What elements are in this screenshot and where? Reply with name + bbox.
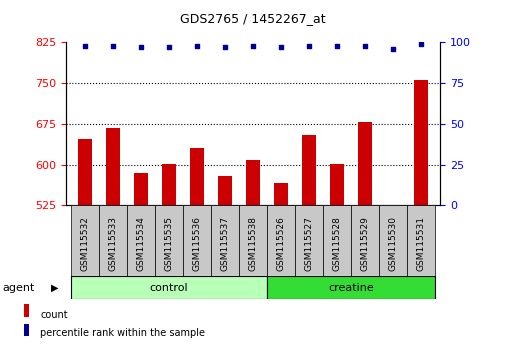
Bar <box>162 164 176 205</box>
FancyBboxPatch shape <box>211 205 238 276</box>
FancyBboxPatch shape <box>155 205 183 276</box>
FancyBboxPatch shape <box>127 205 155 276</box>
Text: agent: agent <box>3 282 35 293</box>
Point <box>276 45 284 50</box>
Point <box>81 43 89 48</box>
Text: GDS2765 / 1452267_at: GDS2765 / 1452267_at <box>180 12 325 25</box>
Text: GSM115532: GSM115532 <box>81 216 90 271</box>
FancyBboxPatch shape <box>71 205 99 276</box>
Bar <box>218 176 232 205</box>
FancyBboxPatch shape <box>378 205 406 276</box>
Bar <box>357 122 371 205</box>
FancyBboxPatch shape <box>350 205 378 276</box>
Bar <box>134 173 148 205</box>
Text: GSM115534: GSM115534 <box>136 216 145 271</box>
FancyBboxPatch shape <box>322 205 350 276</box>
Text: GSM115528: GSM115528 <box>332 216 341 271</box>
Bar <box>78 138 92 205</box>
Text: GSM115537: GSM115537 <box>220 216 229 271</box>
FancyBboxPatch shape <box>183 205 211 276</box>
Text: GSM115533: GSM115533 <box>109 216 118 271</box>
Point <box>304 43 312 48</box>
Text: GSM115531: GSM115531 <box>415 216 424 271</box>
Text: control: control <box>149 282 188 293</box>
Bar <box>301 135 315 205</box>
Text: GSM115538: GSM115538 <box>248 216 257 271</box>
Text: percentile rank within the sample: percentile rank within the sample <box>40 328 205 338</box>
Point <box>221 45 229 50</box>
Text: creatine: creatine <box>327 282 373 293</box>
Bar <box>24 324 29 336</box>
Bar <box>273 183 287 205</box>
FancyBboxPatch shape <box>406 205 434 276</box>
Bar <box>24 304 29 317</box>
Text: GSM115535: GSM115535 <box>164 216 173 271</box>
Point <box>388 46 396 52</box>
Bar <box>190 148 204 205</box>
Bar <box>106 128 120 205</box>
Point <box>248 43 257 48</box>
Point <box>360 43 368 48</box>
Bar <box>245 160 260 205</box>
FancyBboxPatch shape <box>99 205 127 276</box>
Bar <box>385 205 399 206</box>
Point <box>165 45 173 50</box>
Text: ▶: ▶ <box>50 282 58 293</box>
Point <box>193 43 201 48</box>
FancyBboxPatch shape <box>71 276 267 299</box>
Text: GSM115536: GSM115536 <box>192 216 201 271</box>
Text: GSM115530: GSM115530 <box>387 216 396 271</box>
Text: count: count <box>40 310 68 320</box>
Bar <box>413 80 427 205</box>
FancyBboxPatch shape <box>267 205 294 276</box>
Point <box>332 43 340 48</box>
FancyBboxPatch shape <box>238 205 267 276</box>
FancyBboxPatch shape <box>267 276 434 299</box>
Text: GSM115527: GSM115527 <box>304 216 313 271</box>
Text: GSM115529: GSM115529 <box>360 216 369 271</box>
Point <box>137 45 145 50</box>
Point <box>109 43 117 48</box>
Point <box>416 41 424 47</box>
Bar <box>329 164 343 205</box>
Text: GSM115526: GSM115526 <box>276 216 285 271</box>
FancyBboxPatch shape <box>294 205 322 276</box>
